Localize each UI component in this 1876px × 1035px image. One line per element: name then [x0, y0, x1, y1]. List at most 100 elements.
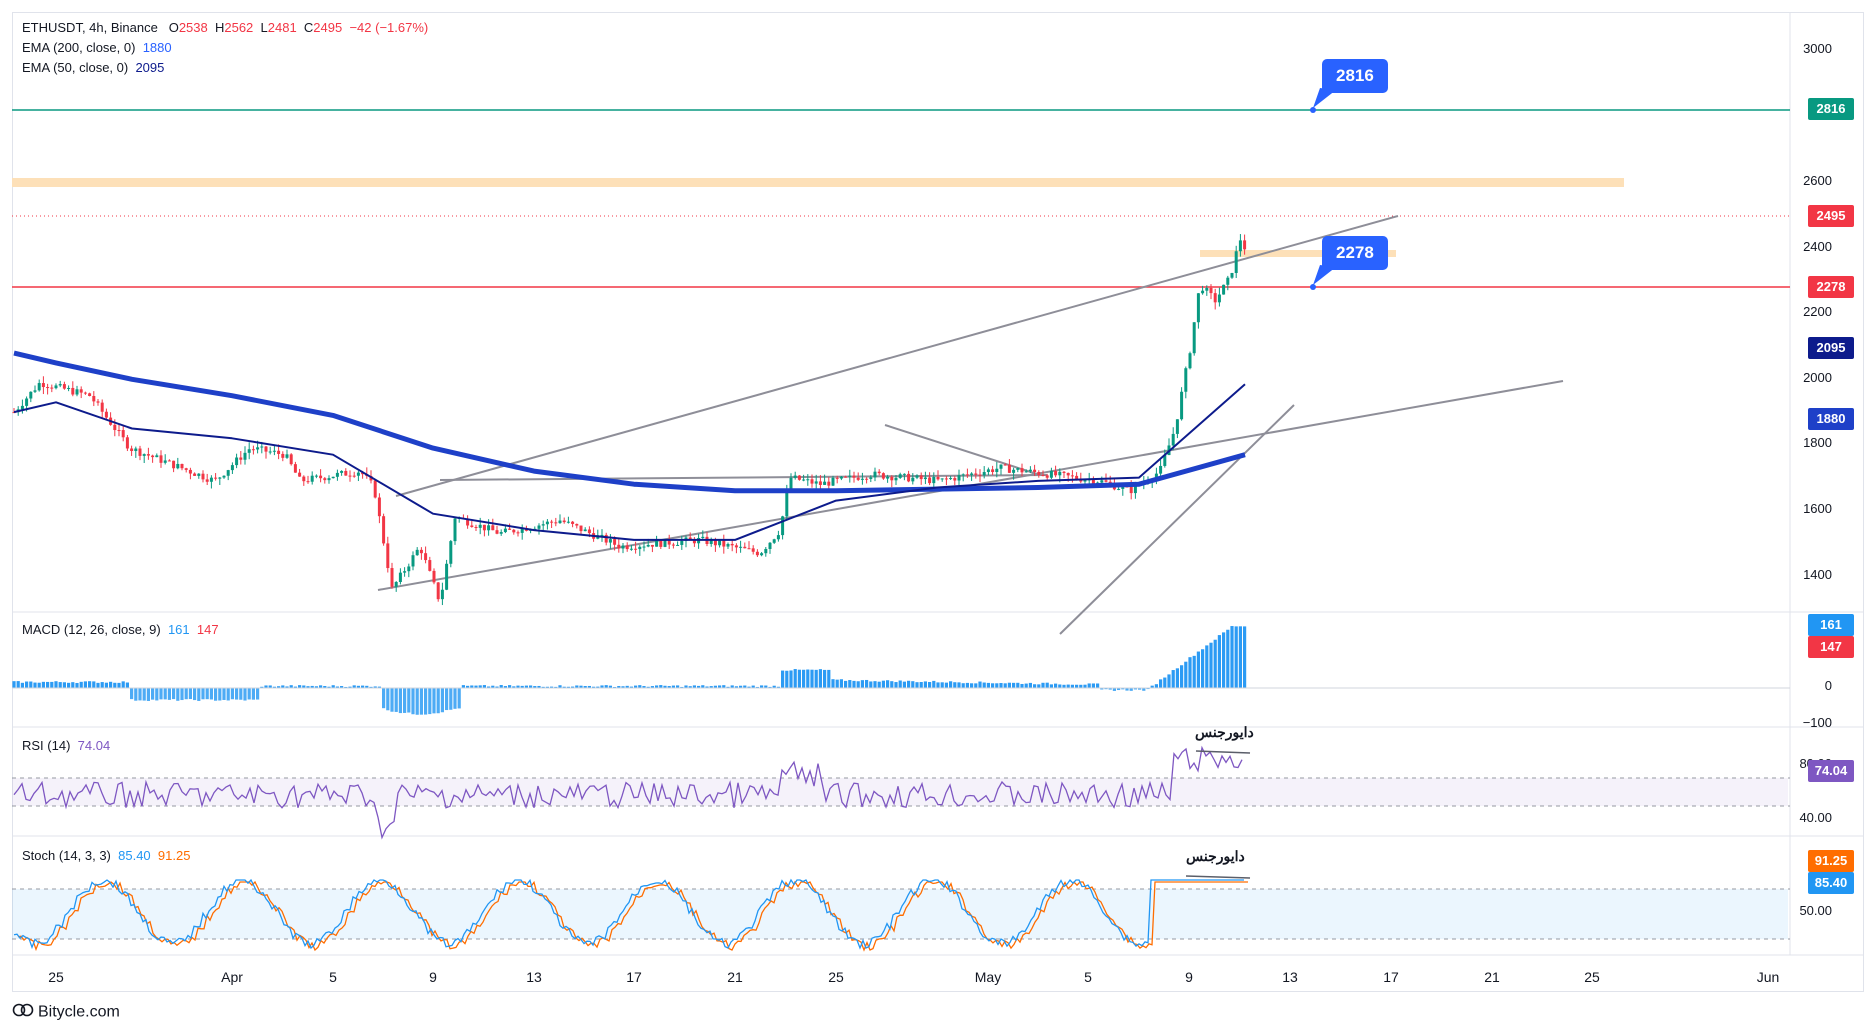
macd-bar [1180, 665, 1184, 688]
macd-legend[interactable]: MACD (12, 26, close, 9) 161 147 [22, 620, 219, 640]
candle-body [12, 412, 16, 414]
candle-body [1192, 322, 1196, 354]
callout-pointer [1313, 265, 1336, 285]
macd-bar [340, 686, 344, 688]
macd-signal-tag: 147 [1808, 636, 1854, 658]
x-tick: 25 [828, 969, 844, 985]
y-tick: 2400 [1803, 239, 1832, 254]
macd-bar [928, 682, 932, 688]
macd-bar [865, 679, 869, 688]
macd-bar [1016, 682, 1020, 688]
stoch-legend[interactable]: Stoch (14, 3, 3) 85.40 91.25 [22, 846, 190, 866]
candle-body [1234, 251, 1238, 273]
candle-body [172, 460, 176, 469]
macd-bar [142, 688, 146, 701]
candle-body [760, 553, 764, 556]
candle-body [818, 481, 822, 485]
macd-bar [407, 688, 411, 713]
candle-body [995, 468, 999, 473]
macd-bar [751, 685, 755, 688]
macd-bar [373, 686, 377, 688]
candle-body [718, 540, 722, 546]
macd-bar [545, 686, 549, 688]
candle-body [961, 474, 965, 476]
macd-bar [583, 686, 587, 688]
macd-bar [235, 688, 239, 700]
candle-body [352, 475, 356, 477]
macd-bar [1012, 682, 1016, 688]
macd-bar [100, 682, 104, 688]
macd-bar [67, 682, 71, 688]
candle-body [755, 551, 759, 556]
candle-body [1100, 480, 1104, 483]
candle-body [881, 473, 885, 479]
candle-body [445, 563, 449, 590]
close-value: 2495 [313, 20, 343, 35]
x-tick: 13 [526, 969, 542, 985]
rsi-y-tick: 40.00 [1799, 810, 1832, 825]
macd-bar [1087, 683, 1091, 688]
macd-bar [995, 683, 999, 688]
candle-body [835, 477, 839, 479]
x-tick: 9 [429, 969, 437, 985]
rsi-legend[interactable]: RSI (14) 74.04 [22, 736, 110, 756]
candle-body [88, 393, 92, 397]
level-callout-lower[interactable]: 2278 [1322, 236, 1388, 270]
macd-bar [1175, 668, 1179, 688]
candle-body [508, 528, 512, 530]
macd-bar [881, 680, 885, 688]
candle-body [671, 544, 675, 546]
candle-body [180, 463, 184, 469]
candle-body [1175, 419, 1179, 434]
candle-body [1184, 368, 1188, 392]
candle-body [608, 539, 612, 543]
macd-bar [163, 688, 167, 700]
macd-bar [214, 688, 218, 701]
macd-bar [226, 688, 230, 701]
price-tag-2816: 2816 [1808, 98, 1854, 120]
macd-bar [781, 670, 785, 688]
candle-body [583, 529, 587, 532]
candle-body [403, 571, 407, 573]
macd-bar [302, 685, 306, 688]
macd-bar [445, 688, 449, 711]
macd-bar [739, 685, 743, 688]
candle-body [566, 521, 570, 523]
macd-bar [663, 685, 667, 688]
symbol-label[interactable]: ETHUSDT, 4h, Binance [22, 20, 158, 35]
candle-body [743, 546, 747, 549]
macd-bar [743, 685, 747, 688]
macd-bar [138, 688, 142, 701]
macd-bar [298, 685, 302, 688]
macd-bar [760, 685, 764, 688]
x-tick: Jun [1756, 969, 1780, 985]
candle-body [113, 424, 117, 431]
macd-bar [718, 685, 722, 688]
macd-bar [466, 685, 470, 688]
candle-body [873, 471, 877, 478]
macd-bar [596, 686, 600, 688]
macd-bar [29, 681, 33, 688]
macd-bar [310, 685, 314, 688]
high-value: 2562 [224, 20, 254, 35]
macd-bar [75, 682, 79, 688]
ema200-legend[interactable]: EMA (200, close, 0) 1880 [22, 38, 428, 58]
candle-body [1020, 468, 1024, 473]
macd-bar [1083, 684, 1087, 688]
candle-body [713, 540, 717, 546]
macd-bar [520, 685, 524, 688]
macd-bar [629, 686, 633, 688]
macd-bar [487, 686, 491, 688]
macd-bar [873, 681, 877, 688]
macd-bar [1142, 688, 1146, 691]
level-callout-upper[interactable]: 2816 [1322, 59, 1388, 93]
ema50-legend[interactable]: EMA (50, close, 0) 2095 [22, 58, 428, 78]
macd-bar [365, 685, 369, 688]
macd-bar [440, 688, 444, 713]
candle-body [579, 525, 583, 532]
macd-bar [461, 685, 465, 688]
footer-brand[interactable]: Bitycle.com [12, 1003, 120, 1022]
candle-body [802, 479, 806, 481]
candle-body [907, 473, 911, 482]
